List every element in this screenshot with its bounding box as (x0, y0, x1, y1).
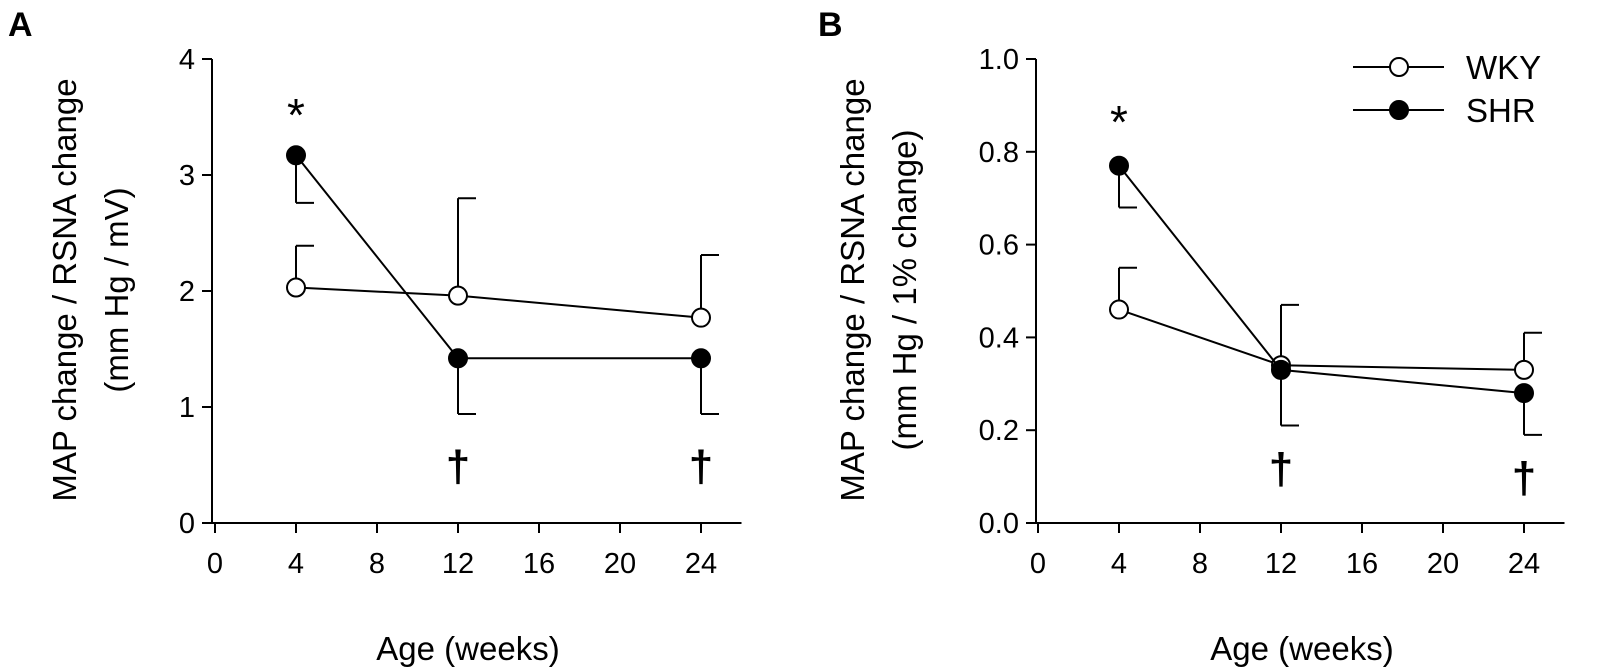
panel-b-wky-series-line (1118, 308, 1525, 371)
panel-a-y-tick-label: 0 (179, 508, 195, 540)
panel-a-annotation-dagger: † (689, 442, 713, 491)
panel-b-x-tick-label: 0 (1030, 548, 1046, 580)
panel-a-letter: A (8, 6, 33, 44)
panel-a-shr-series-line (295, 154, 701, 360)
panel-b-plot-area: 0.0 0.2 0.4 0.6 0.8 1.0 0 4 8 12 16 20 24 * † † (979, 44, 1565, 580)
panel-a-y-tick-label: 2 (179, 276, 195, 308)
panel-a-x-tick-label: 4 (288, 548, 304, 580)
panel-b-annotation-dagger: † (1512, 454, 1536, 503)
panel-a-y-tick-label: 1 (179, 392, 195, 424)
panel-a-x-axis-title: Age (weeks) (376, 630, 559, 667)
panel-a-annotation-star: * (287, 89, 305, 141)
panel-b-x-axis-title: Age (weeks) (1210, 630, 1393, 667)
legend-shr-marker (1389, 100, 1409, 120)
panel-a-shr-point (286, 145, 306, 166)
panel-a-wky-point (286, 277, 306, 298)
panel-b-y-tick-label: 0.8 (979, 137, 1019, 169)
panel-b: B MAP change / RSNA change (mm Hg / 1% c… (818, 6, 1565, 667)
panel-a-shr-point (448, 348, 468, 369)
panel-b-y-axis-title-line-2: (mm Hg / 1% change) (886, 130, 923, 451)
panel-a-y-tick-label: 3 (179, 160, 195, 192)
panel-a-y-tick-label: 4 (179, 44, 195, 76)
panel-b-x-tick-label: 12 (1265, 548, 1297, 580)
panel-b-y-tick-label: 1.0 (979, 44, 1019, 76)
panel-b-annotation-star: * (1110, 96, 1128, 148)
panel-b-wky-point (1109, 299, 1129, 320)
panel-a-wky-series-line (295, 286, 702, 319)
legend-wky-label: WKY (1466, 49, 1541, 86)
panel-b-shr-point (1271, 359, 1291, 380)
panel-a-x-tick-label: 24 (685, 548, 717, 580)
panel-b-shr-series-line (1118, 165, 1525, 395)
panel-b-y-axis-title: MAP change / RSNA change (mm Hg / 1% cha… (834, 78, 923, 501)
panel-b-x-tick-label: 20 (1427, 548, 1459, 580)
panel-a-shr-point (691, 348, 711, 369)
panel-b-y-tick-label: 0.6 (979, 230, 1019, 262)
panel-a-wky-point (448, 285, 468, 306)
panel-a-y-axis-title-line-1: MAP change / RSNA change (46, 78, 83, 501)
panel-b-letter: B (818, 6, 843, 44)
panel-a-y-axis-title: MAP change / RSNA change (mm Hg / mV) (46, 78, 135, 501)
panel-b-x-tick-label: 4 (1111, 548, 1127, 580)
panel-b-y-axis-title-line-1: MAP change / RSNA change (834, 78, 871, 501)
panel-a-y-axis-title-line-2: (mm Hg / mV) (98, 187, 135, 392)
panel-b-x-tick-label: 24 (1508, 548, 1540, 580)
panel-b-y-tick-label: 0.4 (979, 322, 1019, 354)
panel-b-y-tick-label: 0.2 (979, 415, 1019, 447)
panel-a-x-tick-label: 20 (604, 548, 636, 580)
panel-a: A MAP change / RSNA change (mm Hg / mV) … (8, 6, 742, 667)
panel-a-x-tick-label: 12 (442, 548, 474, 580)
legend-shr-label: SHR (1466, 92, 1536, 129)
panel-b-x-tick-label: 8 (1192, 548, 1208, 580)
panel-b-shr-point (1109, 155, 1129, 176)
panel-a-x-tick-label: 0 (207, 548, 223, 580)
legend-wky-marker (1389, 57, 1409, 77)
panel-b-y-tick-label: 0.0 (979, 508, 1019, 540)
panel-b-shr-point (1514, 383, 1534, 404)
panel-a-wky-point (691, 307, 711, 328)
panel-a-annotation-dagger: † (446, 442, 470, 491)
panel-b-x-tick-label: 16 (1346, 548, 1378, 580)
panel-a-x-tick-label: 8 (369, 548, 385, 580)
panel-a-x-tick-label: 16 (523, 548, 555, 580)
panel-b-annotation-dagger: † (1269, 444, 1293, 493)
panel-b-wky-point (1514, 359, 1534, 380)
legend: WKY SHR (1353, 49, 1541, 129)
